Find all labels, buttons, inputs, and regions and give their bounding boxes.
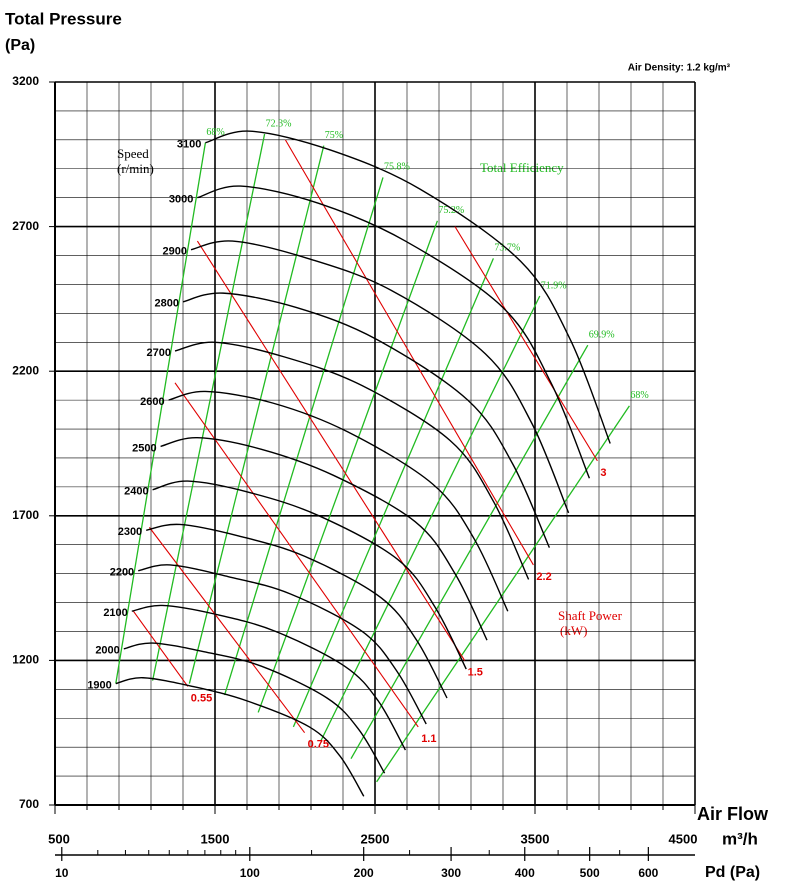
chart-title: Total Pressure	[5, 9, 122, 28]
y-tick-label: 1700	[12, 508, 39, 522]
shaft-power-line	[148, 527, 306, 734]
x-tick-label: 500	[48, 831, 70, 846]
speed-label: 2000	[95, 645, 119, 657]
x-axis-unit: m³/h	[722, 829, 758, 848]
shaft-power-line	[174, 382, 419, 728]
shaft-power-label: 0.55	[191, 692, 212, 704]
efficiency-label: 69.9%	[589, 329, 615, 340]
speed-curve	[123, 642, 386, 774]
x2-tick-label: 400	[515, 866, 535, 880]
speed-label: 2500	[132, 442, 156, 454]
efficiency-label: 75%	[325, 130, 343, 141]
shaft-power-label: 1.5	[468, 666, 483, 678]
x2-tick-label: 500	[580, 866, 600, 880]
speed-label: 2800	[155, 298, 179, 310]
efficiency-line	[320, 295, 541, 742]
speed-curve	[197, 185, 591, 479]
y-tick-label: 2200	[12, 363, 39, 377]
x2-tick-label: 10	[55, 866, 69, 880]
shaft-power-line	[454, 226, 598, 462]
shaft-power-line	[196, 240, 466, 661]
x2-axis-label: Pd (Pa)	[705, 864, 760, 881]
efficiency-label: 72.3%	[266, 118, 292, 129]
speed-label: 2300	[118, 526, 142, 538]
shaft-power-title: Shaft Power	[558, 608, 623, 623]
speed-curve	[138, 564, 427, 725]
y-tick-label: 700	[19, 797, 39, 811]
speed-curve	[152, 480, 467, 670]
efficiency-line	[376, 405, 630, 783]
y-tick-label: 3200	[12, 74, 39, 88]
x-tick-label: 1500	[201, 831, 230, 846]
y-tick-label: 2700	[12, 219, 39, 233]
efficiency-label: 68%	[630, 390, 648, 401]
efficiency-line	[151, 133, 266, 681]
speed-label: 2200	[110, 567, 134, 579]
efficiency-line	[115, 142, 207, 684]
speed-label: 1900	[87, 679, 111, 691]
x2-tick-label: 100	[240, 866, 260, 880]
shaft-power-label: 0.75	[308, 739, 329, 751]
speed-curve	[182, 292, 551, 548]
efficiency-label: 68%	[206, 127, 224, 138]
efficiency-line	[223, 177, 384, 696]
speed-curve	[131, 604, 407, 751]
x-axis-label: Air Flow	[697, 804, 769, 824]
air-density-note: Air Density: 1.2 kg/m³	[628, 63, 731, 74]
speed-label: 3100	[177, 139, 201, 151]
x2-tick-label: 200	[354, 866, 374, 880]
speed-label: 2900	[163, 246, 187, 258]
efficiency-line	[292, 258, 494, 728]
speed-curve	[146, 523, 448, 699]
efficiency-label: 75.2%	[438, 205, 464, 216]
x2-tick-label: 600	[638, 866, 658, 880]
y-unit: (Pa)	[5, 37, 35, 54]
speed-curve	[190, 240, 570, 514]
x2-tick-label: 300	[441, 866, 461, 880]
efficiency-line	[257, 220, 439, 713]
x-tick-label: 3500	[521, 831, 550, 846]
shaft-power-line	[284, 139, 534, 566]
efficiency-line	[350, 344, 589, 760]
speed-label: 2700	[147, 347, 171, 359]
speed-curve	[205, 130, 611, 444]
efficiency-title: Total Efficiency	[480, 160, 564, 175]
shaft-power-label: 2.2	[536, 571, 551, 583]
speed-curve	[174, 341, 530, 580]
efficiency-line	[188, 145, 325, 684]
x-tick-label: 4500	[669, 831, 698, 846]
shaft-power-label: 1.1	[421, 733, 436, 745]
y-tick-label: 1200	[12, 653, 39, 667]
speed-label: 2100	[103, 607, 127, 619]
shaft-power-label: 3	[600, 467, 606, 479]
shaft-power-unit: (kW)	[560, 623, 587, 638]
speed-label: 2400	[124, 486, 148, 498]
x-tick-label: 2500	[361, 831, 390, 846]
speed-label: 2600	[140, 396, 164, 408]
speed-curve	[168, 390, 509, 612]
speed-label: 3000	[169, 194, 193, 206]
speed-curve	[160, 437, 488, 641]
shaft-power-line	[132, 610, 189, 687]
speed-curve	[115, 677, 365, 797]
efficiency-label: 71.9%	[541, 280, 567, 291]
efficiency-label: 75.8%	[384, 162, 410, 173]
speed-title: Speed	[117, 146, 149, 161]
